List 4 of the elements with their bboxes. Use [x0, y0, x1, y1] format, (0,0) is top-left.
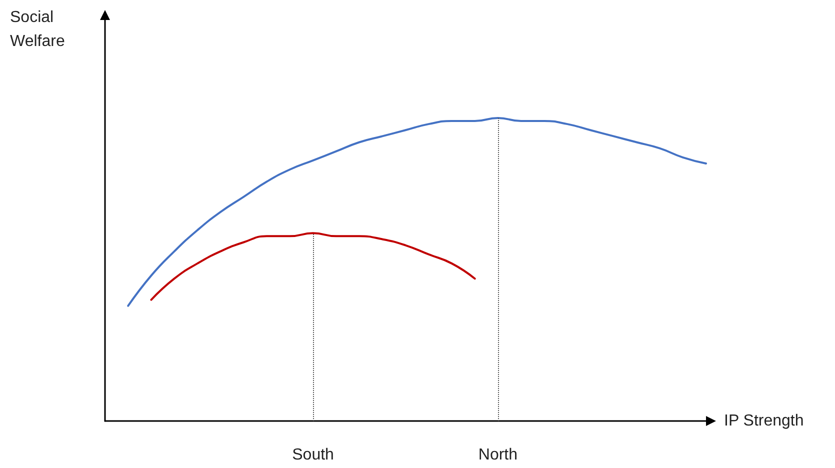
x-axis-title: IP Strength	[724, 412, 804, 430]
y-axis-title: Social Welfare	[10, 8, 66, 52]
x-tick-label: North	[478, 446, 518, 464]
x-tick-label: South	[292, 446, 334, 464]
